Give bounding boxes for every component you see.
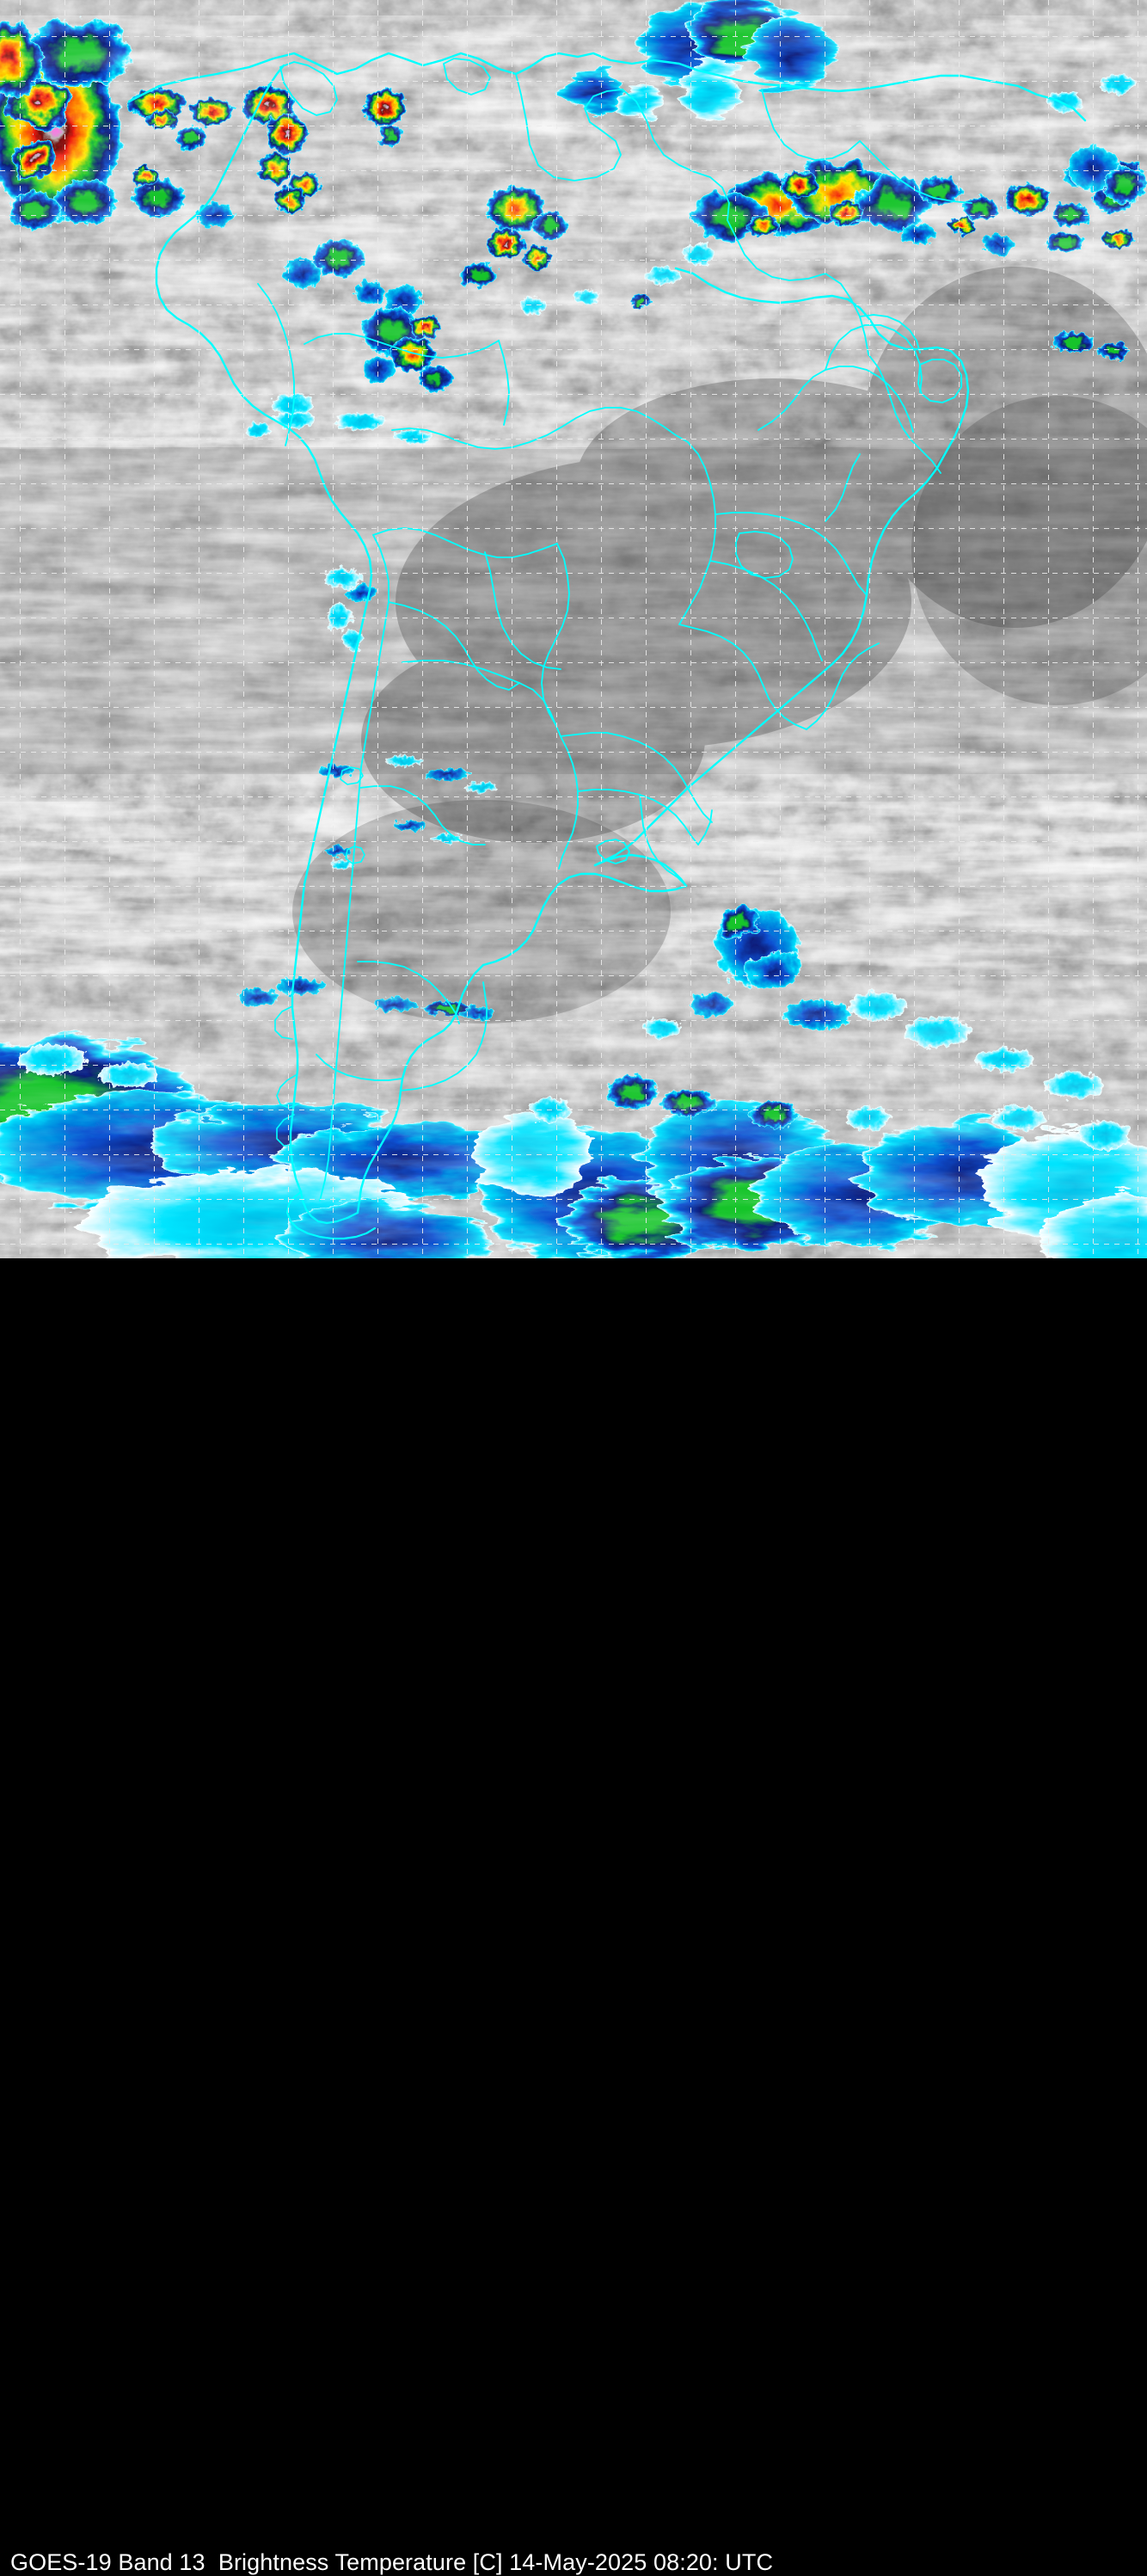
satellite-image-panel [0, 0, 1147, 1258]
caption-bar: GOES-19 Band 13 Brightness Temperature [… [0, 1258, 1147, 2575]
image-caption: GOES-19 Band 13 Brightness Temperature [… [10, 2549, 774, 2575]
satellite-imagery-canvas [0, 0, 1147, 1258]
